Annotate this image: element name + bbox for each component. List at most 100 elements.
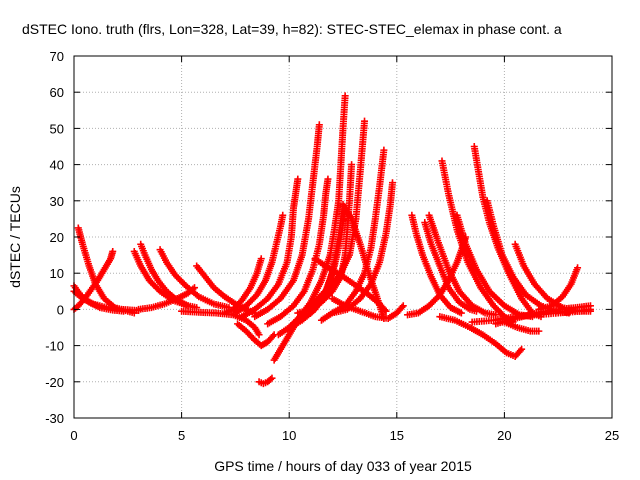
data-point-trail <box>299 217 312 257</box>
data-point-trail <box>394 303 406 316</box>
data-point-trail <box>265 296 283 312</box>
data-point-trail <box>149 267 161 283</box>
y-tick-label: 20 <box>50 230 64 245</box>
data-point <box>586 305 594 313</box>
data-point-trail <box>254 278 268 297</box>
data-point-trail <box>138 242 148 257</box>
data-point-trail <box>356 119 368 174</box>
data-point-trail <box>72 289 85 301</box>
data-point-trail <box>352 281 369 296</box>
series-39 <box>468 305 594 326</box>
data-point-trail <box>186 285 197 296</box>
data-point-trail <box>292 177 302 195</box>
series-15 <box>251 121 323 321</box>
data-point-trail <box>463 242 480 271</box>
data-point-trail <box>446 285 462 304</box>
data-point-trail <box>71 303 81 312</box>
data-point-trail <box>147 278 163 294</box>
data-point-trail <box>233 303 248 316</box>
data-point-trail <box>331 199 342 232</box>
data-point-trail <box>155 278 169 293</box>
data-point-trail <box>212 285 227 299</box>
data-point-trail <box>275 261 290 286</box>
data-point-trail <box>532 282 550 301</box>
x-tick-label: 5 <box>178 428 185 443</box>
data-point-trail <box>80 295 96 307</box>
data-point-trail <box>276 325 291 338</box>
data-point-trail <box>280 329 294 348</box>
data-point-trail <box>79 242 92 268</box>
data-point <box>255 331 263 339</box>
y-tick-label: 10 <box>50 266 64 281</box>
series-24 <box>311 255 390 315</box>
y-tick-label: 50 <box>50 121 64 136</box>
data-point-trail <box>438 159 452 195</box>
y-tick-label: 0 <box>57 302 64 317</box>
data-point-trail <box>330 296 347 309</box>
data-point-trail <box>376 232 390 264</box>
data-point <box>294 175 302 183</box>
series-10 <box>221 255 265 317</box>
data-point-trail <box>313 256 330 270</box>
data-point-trail <box>445 268 462 293</box>
series-7 <box>135 284 199 313</box>
x-tick-label: 25 <box>605 428 619 443</box>
data-point-trail <box>560 282 574 299</box>
series-22 <box>328 179 396 317</box>
data-point <box>535 327 543 335</box>
data-point <box>457 309 465 317</box>
data-point-trail <box>316 214 327 246</box>
data-point-trail <box>283 235 295 264</box>
data-point-trail <box>175 290 190 302</box>
data-point-trail <box>377 301 389 314</box>
data-point-trail <box>163 295 179 307</box>
data-point-trail <box>372 185 383 221</box>
data-point-trail <box>471 145 482 174</box>
data-point-trail <box>287 317 304 330</box>
data-point-trail <box>445 192 461 231</box>
y-tick-label: 40 <box>50 158 64 173</box>
data-point-trail <box>376 148 388 188</box>
series-13 <box>231 211 287 317</box>
data-point-trail <box>273 224 284 246</box>
data-point-trail <box>454 228 471 264</box>
data-point-trail <box>290 253 305 282</box>
data-point-trail <box>468 325 485 338</box>
data-point-trail <box>252 338 264 348</box>
x-tick-label: 15 <box>390 428 404 443</box>
data-point-trail <box>101 257 114 272</box>
series-27 <box>408 211 465 317</box>
data-point <box>315 121 323 129</box>
data-point-trail <box>454 214 469 246</box>
data-point-trail <box>428 275 443 297</box>
data-point-trail <box>93 282 107 301</box>
data-point-trail <box>309 145 321 184</box>
data-point-trail <box>487 289 507 308</box>
data-point-trail <box>457 299 472 312</box>
x-axis-label: GPS time / hours of day 033 of year 2015 <box>214 458 472 474</box>
data-point-trail <box>340 202 355 221</box>
data-point <box>268 374 276 382</box>
data-point-trail <box>413 232 426 257</box>
data-point-trail <box>435 239 452 271</box>
data-point-trail <box>408 214 420 235</box>
data-point-trail <box>335 203 347 239</box>
data-point-trail <box>437 293 453 310</box>
data-point-trail <box>465 260 484 290</box>
series-30 <box>436 313 526 360</box>
data-point-trail <box>470 303 487 316</box>
data-point-trail <box>320 192 330 217</box>
data-point-trail <box>240 306 257 320</box>
data-point <box>324 175 332 183</box>
data-point-trail <box>521 264 537 286</box>
series-28 <box>421 219 480 315</box>
data-point-trail <box>305 181 317 221</box>
y-tick-label: 30 <box>50 194 64 209</box>
data-point-trail <box>269 243 280 264</box>
data-point-trail <box>524 292 543 308</box>
data-point-trail <box>437 264 452 290</box>
data-point-trail <box>346 163 355 203</box>
data-point-trail <box>478 285 496 308</box>
data-point-trail <box>367 217 379 250</box>
